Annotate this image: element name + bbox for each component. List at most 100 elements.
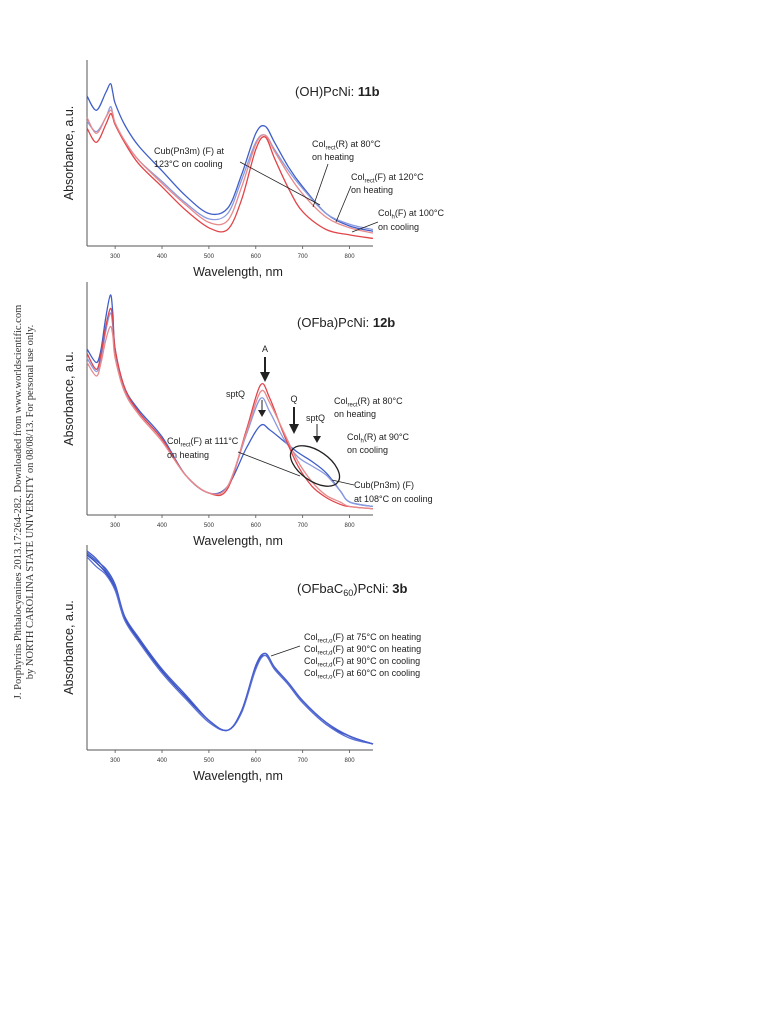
panel-title-subscript: 60 <box>343 588 353 598</box>
panel-title: (OFbaC60)PcNi: 3b <box>297 581 407 598</box>
annotation-colrect-r-subscript: rect <box>326 146 336 152</box>
annotation-colrect-f-subscript: rect <box>181 443 191 449</box>
annotation-colrect-f: Colrect(F) at 111°C <box>167 436 239 449</box>
x-tick-label: 300 <box>110 254 121 260</box>
x-tick-label: 500 <box>204 758 215 764</box>
spectrum-line-4 <box>86 325 374 510</box>
annotation-colrect-f-rest: (F) at 120°C <box>375 172 425 182</box>
annotation-colrect-r-rest: (R) at 80°C <box>358 396 404 406</box>
annotation-colrect-r-subscript: rect <box>348 403 358 409</box>
panel-title-suffix: )PcNi: <box>353 581 392 596</box>
x-tick-label: 300 <box>110 758 121 764</box>
panel-title-prefix: (OFba)PcNi: <box>297 315 373 330</box>
x-tick-label: 800 <box>345 254 356 260</box>
annotation-colh-r: Colh(R) at 90°C <box>347 432 409 445</box>
annotation-colrect-f-2: on heating <box>167 450 209 460</box>
arrow-q-head <box>289 424 299 434</box>
annotation-colh-f-rest: (F) at 100°C <box>395 208 445 218</box>
x-tick-label: 700 <box>298 254 309 260</box>
spectrum-line-4 <box>86 550 374 745</box>
annotation-colh-f-base: Col <box>378 208 392 218</box>
annotation-cub-2: 123°C on cooling <box>154 159 223 169</box>
annotation-colrect-r-2: on heating <box>312 152 354 162</box>
annotation-colrect-r-base: Col <box>312 139 326 149</box>
y-axis-label: Absorbance, a.u. <box>62 106 76 201</box>
panel-title: (OH)PcNi: 11b <box>295 84 380 99</box>
annotation-phase-3-subscript: rect,d <box>318 663 333 669</box>
x-tick-label: 300 <box>110 523 121 529</box>
annotation-colrect-f-base: Col <box>167 436 181 446</box>
panel-title-compound: 3b <box>392 581 407 596</box>
panel-title-prefix: (OFbaC <box>297 581 343 596</box>
annotation-colrect-f-2: on heating <box>351 185 393 195</box>
annotation-phase-3: Colrect,d(F) at 90°C on cooling <box>304 656 420 669</box>
annotation-phase-4-subscript: rect,o <box>318 675 334 681</box>
annotation-colrect-r-rest: (R) at 80°C <box>336 139 382 149</box>
annotation-leader <box>239 161 321 206</box>
arrow-a-head <box>260 372 270 382</box>
x-tick-label: 600 <box>251 758 262 764</box>
x-tick-label: 700 <box>298 523 309 529</box>
highlight-ellipse <box>289 445 341 487</box>
annotation-colh-r-2: on cooling <box>347 445 388 455</box>
annotation-colrect-f-base: Col <box>351 172 365 182</box>
chart-panel-3: 300 400 500 600 700 800 Wavelength, nm Absorban… <box>62 545 421 783</box>
annotation-cub-2: at 108°C on cooling <box>354 494 433 504</box>
y-axis-label: Absorbance, a.u. <box>62 351 76 446</box>
annotation-leader <box>351 221 379 233</box>
annotation-colrect-f-rest: (F) at 111°C <box>191 436 239 446</box>
annotation-colrect-r-base: Col <box>334 396 348 406</box>
annotation-colh-r-rest: (R) at 90°C <box>364 432 410 442</box>
x-tick-label: 500 <box>204 523 215 529</box>
annotation-cub: Cub(Pn3m) (F) <box>354 480 414 490</box>
annotation-leader <box>237 451 301 477</box>
panel-title-compound: 12b <box>373 315 395 330</box>
annotation-leader <box>335 185 352 223</box>
annotation-sptq-2: sptQ <box>306 413 325 423</box>
annotation-phase-1-rest: (F) at 75°C on heating <box>333 632 422 642</box>
arrow-sptq1-head <box>258 410 266 417</box>
chart-panel-1: 300 400 500 600 700 800 Wavelength, nm Absorban… <box>62 60 444 279</box>
x-tick-label: 700 <box>298 758 309 764</box>
x-tick-label: 400 <box>157 523 168 529</box>
x-tick-label: 600 <box>251 254 262 260</box>
annotation-colrect-f: Colrect(F) at 120°C <box>351 172 424 185</box>
annotation-phase-1: Colrect,o(F) at 75°C on heating <box>304 632 421 645</box>
x-axis-label: Wavelength, nm <box>193 534 283 548</box>
spectrum-line-2 <box>86 106 374 231</box>
annotation-phase-1-subscript: rect,o <box>318 639 334 645</box>
annotation-phase-4-rest: (F) at 60°C on cooling <box>333 668 421 678</box>
x-axis-label: Wavelength, nm <box>193 769 283 783</box>
annotation-colh-r-subscript: h <box>361 439 364 445</box>
x-axis-label: Wavelength, nm <box>193 265 283 279</box>
annotation-colh-r-base: Col <box>347 432 361 442</box>
x-tick-label: 800 <box>345 758 356 764</box>
annotation-phase-3-base: Col <box>304 656 318 666</box>
annotation-colh-f-subscript: h <box>392 215 395 221</box>
x-tick-label: 400 <box>157 758 168 764</box>
panel-title: (OFba)PcNi: 12b <box>297 315 395 330</box>
annotation-colrect-r-2: on heating <box>334 409 376 419</box>
panel-title-prefix: (OH)PcNi: <box>295 84 358 99</box>
x-tick-label: 500 <box>204 254 215 260</box>
spectrum-line-3 <box>86 112 374 240</box>
annotation-colh-f: Colh(F) at 100°C <box>378 208 444 221</box>
annotation-colrect-f-subscript: rect <box>365 179 375 185</box>
annotation-a: A <box>262 344 268 354</box>
x-tick-label: 400 <box>157 254 168 260</box>
annotation-phase-3-rest: (F) at 90°C on cooling <box>333 656 421 666</box>
y-axis-label: Absorbance, a.u. <box>62 600 76 695</box>
annotation-colrect-r: Colrect(R) at 80°C <box>312 139 381 152</box>
annotation-colh-f-2: on cooling <box>378 222 419 232</box>
x-tick-label: 600 <box>251 523 262 529</box>
annotation-q: Q <box>290 394 297 404</box>
annotation-phase-2-rest: (F) at 90°C on heating <box>333 644 422 654</box>
x-tick-label: 800 <box>345 523 356 529</box>
annotation-colrect-r: Colrect(R) at 80°C <box>334 396 403 409</box>
arrow-sptq2-head <box>313 436 321 443</box>
annotation-phase-1-base: Col <box>304 632 318 642</box>
annotation-leader <box>312 163 329 208</box>
annotation-phase-4: Colrect,o(F) at 60°C on cooling <box>304 668 420 681</box>
spectrum-line-1 <box>86 82 374 232</box>
